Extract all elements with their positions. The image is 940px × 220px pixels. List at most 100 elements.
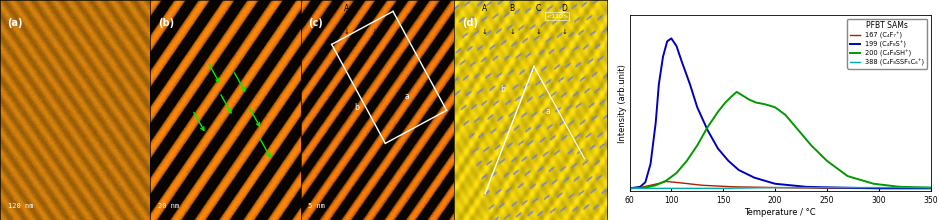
200 (C₄F₈SH⁺)	[726, 95, 737, 98]
199 (C₄F₈S⁺)	[733, 169, 744, 171]
Text: 120 nm: 120 nm	[8, 203, 33, 209]
388 (C₄F₈SSF₅C₆⁺)	[925, 186, 936, 189]
388 (C₄F₈SSF₅C₆⁺)	[666, 187, 677, 190]
Text: b: b	[354, 103, 359, 112]
Text: 20 nm: 20 nm	[158, 203, 180, 209]
200 (C₄F₈SH⁺)	[671, 172, 682, 174]
Text: (d): (d)	[462, 18, 478, 28]
199 (C₄F₈S⁺)	[676, 60, 687, 63]
388 (C₄F₈SSF₅C₆⁺)	[769, 186, 780, 189]
200 (C₄F₈SH⁺)	[780, 114, 791, 116]
200 (C₄F₈SH⁺)	[744, 98, 755, 101]
388 (C₄F₈SSF₅C₆⁺)	[717, 187, 728, 190]
200 (C₄F₈SH⁺)	[791, 126, 802, 128]
200 (C₄F₈SH⁺)	[702, 126, 713, 128]
167 (C₄F₇⁺)	[676, 182, 687, 184]
Line: 167 (C₄F₇⁺): 167 (C₄F₇⁺)	[630, 182, 931, 188]
199 (C₄F₈S⁺)	[662, 40, 673, 43]
200 (C₄F₈SH⁺)	[806, 144, 817, 147]
200 (C₄F₈SH⁺)	[751, 101, 762, 104]
Text: ↓: ↓	[536, 29, 541, 35]
388 (C₄F₈SSF₅C₆⁺)	[624, 187, 635, 190]
Text: a: a	[546, 107, 551, 116]
Text: <110>: <110>	[546, 14, 568, 19]
199 (C₄F₈S⁺)	[640, 181, 651, 183]
199 (C₄F₈S⁺)	[634, 185, 646, 188]
200 (C₄F₈SH⁺)	[692, 144, 703, 147]
200 (C₄F₈SH⁺)	[640, 186, 651, 189]
Legend: 167 (C₄F₇⁺), 199 (C₄F₈S⁺), 200 (C₄F₈SH⁺), 388 (C₄F₈SSF₅C₆⁺): 167 (C₄F₇⁺), 199 (C₄F₈S⁺), 200 (C₄F₈SH⁺)…	[848, 19, 927, 69]
167 (C₄F₇⁺)	[666, 181, 677, 183]
199 (C₄F₈S⁺)	[666, 37, 677, 40]
Text: ↓: ↓	[395, 29, 400, 35]
199 (C₄F₈S⁺)	[645, 163, 656, 165]
167 (C₄F₇⁺)	[655, 182, 666, 184]
Text: ↓: ↓	[509, 29, 515, 35]
167 (C₄F₇⁺)	[624, 187, 635, 190]
167 (C₄F₇⁺)	[769, 186, 780, 189]
Line: 200 (C₄F₈SH⁺): 200 (C₄F₈SH⁺)	[630, 92, 931, 188]
200 (C₄F₈SH⁺)	[769, 106, 780, 108]
Text: A: A	[344, 4, 350, 13]
199 (C₄F₈S⁺)	[671, 45, 682, 47]
Text: 5 nm: 5 nm	[308, 203, 325, 209]
167 (C₄F₇⁺)	[634, 186, 646, 189]
199 (C₄F₈S⁺)	[801, 185, 812, 188]
199 (C₄F₈S⁺)	[713, 147, 724, 150]
200 (C₄F₈SH⁺)	[736, 94, 747, 96]
Text: ↓: ↓	[344, 29, 350, 35]
200 (C₄F₈SH⁺)	[925, 186, 936, 189]
199 (C₄F₈S⁺)	[692, 106, 703, 108]
199 (C₄F₈S⁺)	[702, 129, 713, 132]
200 (C₄F₈SH⁺)	[894, 185, 905, 188]
167 (C₄F₇⁺)	[661, 180, 672, 183]
Text: A: A	[482, 4, 487, 13]
200 (C₄F₈SH⁺)	[842, 175, 854, 177]
Text: ↓: ↓	[371, 29, 377, 35]
Text: D: D	[417, 4, 423, 13]
199 (C₄F₈S⁺)	[873, 187, 885, 190]
Text: (c): (c)	[308, 18, 323, 28]
199 (C₄F₈S⁺)	[723, 160, 734, 162]
Text: (a): (a)	[8, 18, 23, 28]
Text: b: b	[500, 85, 505, 94]
167 (C₄F₇⁺)	[822, 187, 833, 190]
200 (C₄F₈SH⁺)	[713, 110, 724, 113]
Text: C: C	[395, 4, 400, 13]
167 (C₄F₇⁺)	[728, 185, 739, 188]
Text: B: B	[509, 4, 515, 13]
199 (C₄F₈S⁺)	[657, 55, 668, 58]
167 (C₄F₇⁺)	[925, 187, 936, 190]
Text: (b): (b)	[158, 18, 174, 28]
200 (C₄F₈SH⁺)	[661, 179, 672, 182]
167 (C₄F₇⁺)	[873, 187, 885, 190]
Text: ↓: ↓	[417, 29, 423, 35]
199 (C₄F₈S⁺)	[684, 83, 696, 86]
X-axis label: Temperature / °C: Temperature / °C	[744, 208, 816, 217]
Text: ↓: ↓	[561, 29, 567, 35]
200 (C₄F₈SH⁺)	[822, 160, 833, 162]
200 (C₄F₈SH⁺)	[731, 91, 743, 93]
200 (C₄F₈SH⁺)	[759, 103, 770, 105]
167 (C₄F₇⁺)	[645, 184, 656, 187]
199 (C₄F₈S⁺)	[832, 186, 843, 189]
199 (C₄F₈S⁺)	[653, 83, 665, 86]
Text: a: a	[405, 92, 410, 101]
200 (C₄F₈SH⁺)	[682, 160, 693, 162]
200 (C₄F₈SH⁺)	[650, 184, 662, 187]
200 (C₄F₈SH⁺)	[868, 182, 879, 185]
Line: 199 (C₄F₈S⁺): 199 (C₄F₈S⁺)	[630, 38, 931, 188]
Text: D: D	[561, 4, 567, 13]
200 (C₄F₈SH⁺)	[624, 187, 635, 190]
199 (C₄F₈S⁺)	[925, 187, 936, 190]
Text: C: C	[536, 4, 540, 13]
199 (C₄F₈S⁺)	[748, 176, 760, 179]
199 (C₄F₈S⁺)	[624, 187, 635, 190]
388 (C₄F₈SSF₅C₆⁺)	[873, 186, 885, 189]
200 (C₄F₈SH⁺)	[720, 101, 731, 104]
167 (C₄F₇⁺)	[697, 184, 708, 187]
199 (C₄F₈S⁺)	[650, 121, 662, 124]
Text: ↓: ↓	[481, 29, 488, 35]
Text: B: B	[372, 4, 377, 13]
199 (C₄F₈S⁺)	[769, 182, 780, 185]
